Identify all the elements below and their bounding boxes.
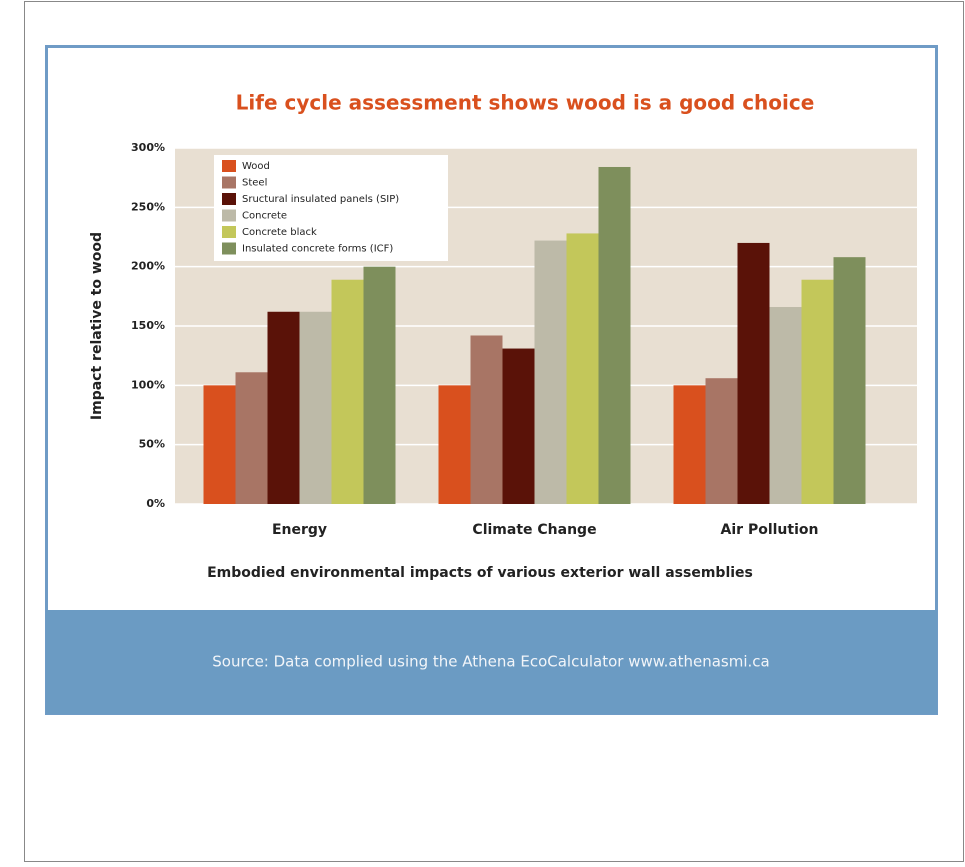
chart-title: Life cycle assessment shows wood is a go… (236, 91, 815, 115)
y-tick-label: 200% (131, 260, 165, 273)
bar (331, 279, 364, 504)
legend-swatch (222, 193, 236, 205)
bar (737, 242, 770, 504)
bar (363, 266, 396, 504)
y-tick-label: 150% (131, 319, 165, 332)
legend-swatch (222, 226, 236, 238)
footer-band (46, 610, 937, 714)
x-tick-label: Air Pollution (721, 522, 819, 538)
bar (502, 348, 535, 504)
source-note: Source: Data complied using the Athena E… (212, 653, 769, 671)
bar (534, 240, 567, 504)
legend-label: Sructural insulated panels (SIP) (242, 194, 399, 205)
bar (267, 311, 300, 504)
x-tick-label: Climate Change (472, 522, 596, 538)
y-tick-label: 250% (131, 200, 165, 213)
bar (598, 166, 631, 504)
legend-label: Concrete black (242, 227, 317, 238)
legend-swatch (222, 209, 236, 222)
legend-label: Steel (242, 178, 267, 189)
y-tick-label: 100% (131, 378, 165, 391)
bar (833, 257, 866, 504)
legend-box (214, 155, 448, 261)
bar (299, 311, 332, 504)
bar (801, 279, 834, 504)
bar (203, 385, 236, 504)
bar (438, 385, 471, 504)
legend-swatch (222, 160, 236, 172)
bar (705, 378, 738, 504)
y-axis-title: Impact relative to wood (89, 232, 105, 420)
x-tick-label: Energy (272, 522, 327, 538)
legend-label: Wood (242, 161, 270, 172)
y-tick-label: 0% (146, 497, 165, 510)
legend-label: Insulated concrete forms (ICF) (242, 244, 393, 255)
y-tick-label: 50% (139, 438, 165, 451)
y-tick-label: 300% (131, 141, 165, 154)
legend-label: Concrete (242, 211, 287, 222)
bar (769, 307, 802, 504)
bar (235, 372, 268, 504)
x-axis-title: Embodied environmental impacts of variou… (207, 565, 753, 581)
bar (673, 385, 706, 504)
legend-swatch (222, 242, 236, 255)
bar (566, 233, 599, 504)
legend-swatch (222, 176, 236, 189)
bar (470, 335, 503, 504)
